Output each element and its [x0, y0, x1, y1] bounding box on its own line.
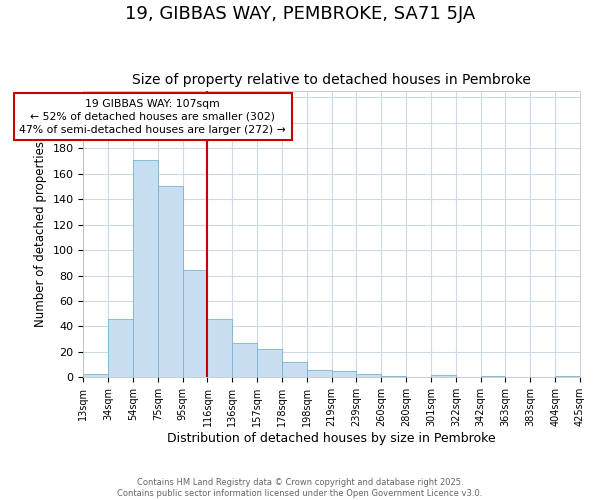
Text: 19, GIBBAS WAY, PEMBROKE, SA71 5JA: 19, GIBBAS WAY, PEMBROKE, SA71 5JA [125, 5, 475, 23]
Bar [133, 160, 158, 378]
Bar [307, 370, 332, 378]
Title: Size of property relative to detached houses in Pembroke: Size of property relative to detached ho… [132, 73, 531, 87]
Bar [431, 375, 456, 378]
Bar [108, 319, 133, 378]
Bar [158, 186, 182, 378]
Bar [182, 270, 208, 378]
Bar [83, 374, 108, 378]
Bar [282, 362, 307, 378]
Text: Contains HM Land Registry data © Crown copyright and database right 2025.
Contai: Contains HM Land Registry data © Crown c… [118, 478, 482, 498]
Bar [208, 319, 232, 378]
Text: 19 GIBBAS WAY: 107sqm
← 52% of detached houses are smaller (302)
47% of semi-det: 19 GIBBAS WAY: 107sqm ← 52% of detached … [19, 98, 286, 135]
Bar [382, 376, 406, 378]
X-axis label: Distribution of detached houses by size in Pembroke: Distribution of detached houses by size … [167, 432, 496, 445]
Bar [555, 376, 580, 378]
Bar [332, 371, 356, 378]
Y-axis label: Number of detached properties: Number of detached properties [34, 141, 47, 327]
Bar [257, 350, 282, 378]
Bar [481, 376, 505, 378]
Bar [356, 374, 382, 378]
Bar [232, 343, 257, 378]
